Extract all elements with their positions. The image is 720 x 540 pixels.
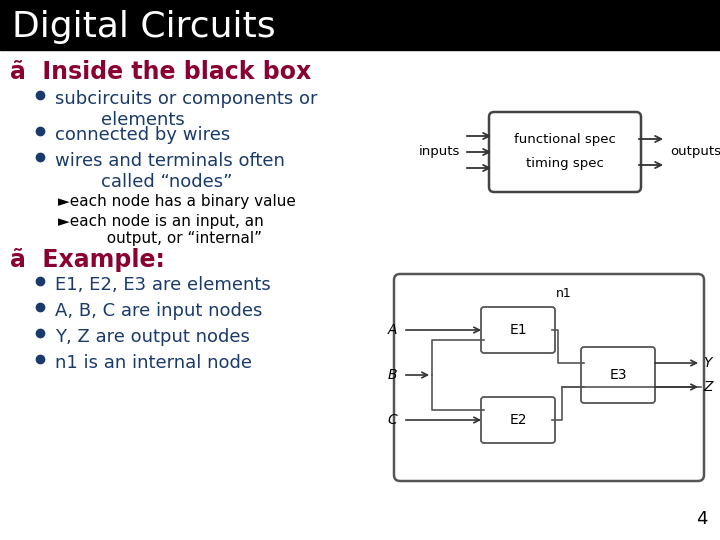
Text: ►each node has a binary value: ►each node has a binary value [58, 194, 296, 209]
Text: 4: 4 [696, 510, 708, 528]
Text: ►each node is an input, an
          output, or “internal”: ►each node is an input, an output, or “i… [58, 214, 264, 246]
FancyBboxPatch shape [489, 112, 641, 192]
Text: E3: E3 [609, 368, 626, 382]
FancyBboxPatch shape [481, 307, 555, 353]
Text: connected by wires: connected by wires [55, 126, 230, 144]
FancyBboxPatch shape [394, 274, 704, 481]
Text: E1: E1 [509, 323, 527, 337]
Text: A: A [387, 323, 397, 337]
Text: E2: E2 [509, 413, 527, 427]
FancyBboxPatch shape [581, 347, 655, 403]
Text: outputs: outputs [670, 145, 720, 159]
Text: wires and terminals often
        called “nodes”: wires and terminals often called “nodes” [55, 152, 285, 191]
Text: Z: Z [703, 380, 713, 394]
Text: functional spec: functional spec [514, 133, 616, 146]
Text: n1: n1 [556, 287, 572, 300]
Text: timing spec: timing spec [526, 158, 604, 171]
Text: Digital Circuits: Digital Circuits [12, 10, 276, 44]
FancyBboxPatch shape [481, 397, 555, 443]
Bar [0, 0, 720, 50]
Text: ã  Example:: ã Example: [10, 248, 165, 272]
Text: ã  Inside the black box: ã Inside the black box [10, 60, 311, 84]
Text: inputs: inputs [418, 145, 460, 159]
Text: n1 is an internal node: n1 is an internal node [55, 354, 252, 372]
Text: E1, E2, E3 are elements: E1, E2, E3 are elements [55, 276, 271, 294]
Text: B: B [387, 368, 397, 382]
Text: A, B, C are input nodes: A, B, C are input nodes [55, 302, 262, 320]
Text: subcircuits or components or
        elements: subcircuits or components or elements [55, 90, 318, 129]
Text: Y, Z are output nodes: Y, Z are output nodes [55, 328, 250, 346]
Text: Y: Y [703, 356, 711, 370]
Text: C: C [387, 413, 397, 427]
